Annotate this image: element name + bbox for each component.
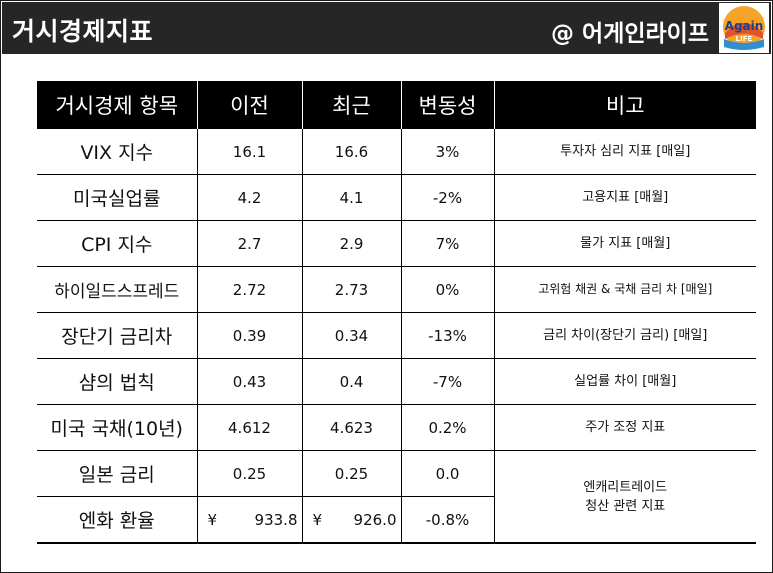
table-row: VIX 지수 16.1 16.6 3% 투자자 심리 지표 [매일] [37,129,756,175]
header-bar: 거시경제지표 @ 어게인라이프 Again LIFE [2,2,771,54]
recent-value: 16.6 [301,129,401,175]
prev-value: 2.72 [196,266,302,313]
recent-value: 0.34 [301,312,401,359]
table-row: 하이일드스프레드 2.72 2.73 0% 고위험 채권 & 국채 금리 차 [… [37,266,756,313]
change-value: -2% [400,174,494,221]
note-cell: 물가 지표 [매월] [493,220,756,267]
prev-value: 4.612 [196,404,302,451]
recent-value: 2.73 [301,266,401,313]
recent-value: 4.1 [301,174,401,221]
prev-value: 16.1 [196,129,302,175]
prev-value: 4.2 [196,174,302,221]
change-value: -0.8% [400,496,494,544]
indicator-name: 장단기 금리차 [37,312,197,359]
table-row: 장단기 금리차 0.39 0.34 -13% 금리 차이(장단기 금리) [매일… [37,312,756,359]
table-row: 일본 금리 0.25 0.25 0.0 엔캐리트레이드 청산 관련 지표 [37,450,756,544]
again-life-logo-icon: Again LIFE [719,3,769,53]
header-item: 거시경제 항목 [37,81,197,129]
page-title: 거시경제지표 [12,17,154,46]
indicator-name: 엔화 환율 [37,496,197,544]
table-header-row: 거시경제 항목 이전 최근 변동성 비고 [37,81,756,129]
header-change: 변동성 [400,81,494,129]
recent-value: 2.9 [301,220,401,267]
note-cell: 금리 차이(장단기 금리) [매일] [493,312,756,359]
recent-value: 0.4 [301,358,401,405]
change-value: 0% [400,266,494,313]
note-cell: 고용지표 [매월] [493,174,756,221]
header-prev: 이전 [196,81,302,129]
note-cell: 실업률 차이 [매월] [493,358,756,405]
change-value: 0.0 [400,450,494,497]
table-row: 샴의 법칙 0.43 0.4 -7% 실업률 차이 [매월] [37,358,756,405]
svg-text:LIFE: LIFE [736,35,753,43]
yen-symbol: ¥ [207,510,218,529]
prev-value: 2.7 [196,220,302,267]
table-row: 미국 국채(10년) 4.612 4.623 0.2% 주가 조정 지표 [37,404,756,451]
merged-note-cell: 엔캐리트레이드 청산 관련 지표 [493,450,756,544]
change-value: -7% [400,358,494,405]
prev-value: 0.43 [196,358,302,405]
recent-value: 0.25 [301,450,401,497]
note-cell: 고위험 채권 & 국채 금리 차 [매일] [493,266,756,313]
header-recent: 최근 [301,81,401,129]
merged-note-line2: 청산 관련 지표 [585,498,666,514]
table-row: 미국실업률 4.2 4.1 -2% 고용지표 [매월] [37,174,756,221]
recent-value: 926.0 [353,510,397,529]
indicator-name: 미국 국채(10년) [37,404,197,451]
indicator-name: 미국실업률 [37,174,197,221]
note-cell: 주가 조정 지표 [493,404,756,451]
note-cell: 투자자 심리 지표 [매일] [493,129,756,175]
indicator-name: CPI 지수 [37,220,197,267]
change-value: 0.2% [400,404,494,451]
indicator-table: 거시경제 항목 이전 최근 변동성 비고 VIX 지수 16.1 16.6 3%… [37,81,756,544]
prev-value: 0.25 [196,450,302,497]
change-value: -13% [400,312,494,359]
change-value: 7% [400,220,494,267]
prev-value: 933.8 [254,510,298,529]
indicator-name: 하이일드스프레드 [37,266,197,313]
indicator-name: 일본 금리 [37,450,197,497]
merged-note-line1: 엔캐리트레이드 [583,479,668,495]
table-row: CPI 지수 2.7 2.9 7% 물가 지표 [매월] [37,220,756,267]
yen-symbol: ¥ [312,510,323,529]
recent-value-cell: ¥ 926.0 [301,496,401,544]
table-row: 엔화 환율 ¥ 933.8 ¥ 926.0 -0.8% [37,496,756,544]
recent-value: 4.623 [301,404,401,451]
prev-value: 0.39 [196,312,302,359]
indicator-name: VIX 지수 [37,129,197,175]
header-note: 비고 [493,81,756,129]
change-value: 3% [400,129,494,175]
indicator-name: 샴의 법칙 [37,358,197,405]
prev-value-cell: ¥ 933.8 [196,496,302,544]
brand-label: @ 어게인라이프 [551,21,709,47]
svg-text:Again: Again [725,19,764,33]
